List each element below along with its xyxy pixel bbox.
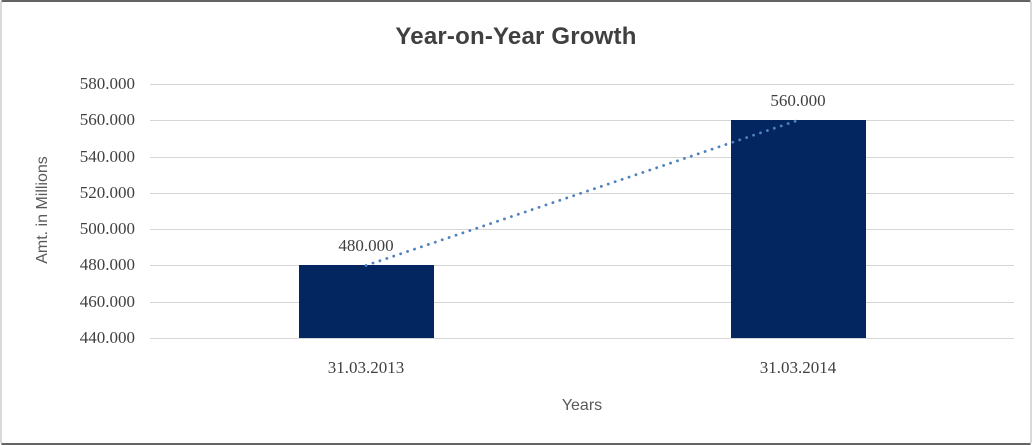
gridline	[150, 301, 1014, 303]
y-tick-label: 580.000	[79, 74, 135, 93]
y-tick-label: 540.000	[79, 146, 135, 166]
gridline	[150, 192, 1014, 194]
gridline	[150, 120, 1014, 122]
x-category-label: 31.03.2014	[759, 358, 837, 377]
y-tick-label: 440.000	[79, 328, 135, 347]
y-tick-label: 560.000	[79, 110, 135, 130]
gridline	[150, 156, 1014, 158]
bar-value-label: 560.000	[770, 91, 826, 111]
x-axis-title: Years	[561, 397, 603, 414]
gridline	[150, 338, 1014, 339]
x-category-label: 31.03.2013	[327, 358, 405, 377]
y-axis-title: Amt. in Millions	[34, 156, 51, 264]
bar	[298, 265, 434, 338]
y-tick-label: 520.000	[79, 182, 135, 202]
gridline	[150, 229, 1014, 231]
y-tick-label: 460.000	[79, 291, 135, 311]
bar	[730, 120, 866, 338]
gridline	[150, 84, 1014, 85]
y-tick-label: 500.000	[79, 219, 135, 239]
chart-title: Year-on-Year Growth	[395, 23, 637, 50]
plot-area	[150, 84, 1014, 339]
y-tick-label: 480.000	[79, 255, 135, 275]
bar-value-label: 480.000	[338, 236, 394, 256]
gridline	[150, 265, 1014, 267]
